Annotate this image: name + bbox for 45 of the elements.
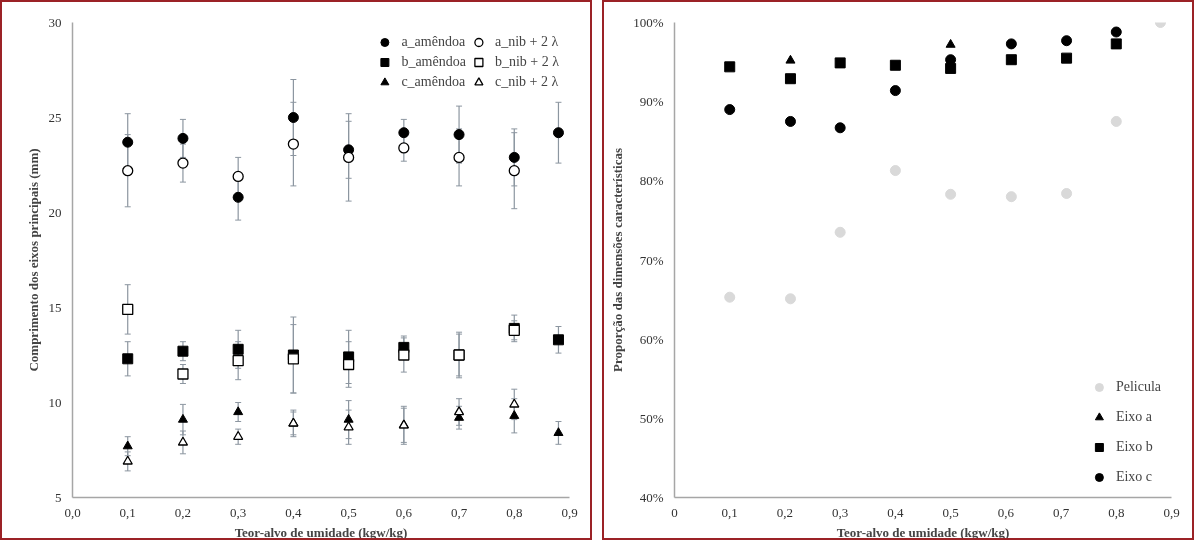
x-tick-label: 0 [671, 504, 678, 520]
legend-label: Eixo c [1115, 469, 1153, 485]
y-axis-title: Proporção das dimensões características [610, 148, 626, 372]
y-tick-label: 60% [639, 331, 664, 347]
y-tick-label: 20 [48, 204, 62, 220]
x-tick-label: 0,5 [340, 504, 357, 520]
y-tick-label: 50% [639, 410, 664, 426]
x-tick-label: 0,9 [561, 504, 578, 520]
y-tick-label: 15 [48, 299, 62, 315]
legend-label: a_amêndoa [401, 34, 466, 50]
y-axis-title: Comprimento dos eixos principais (mm) [25, 148, 41, 372]
x-tick-label: 0,2 [174, 504, 192, 520]
y-tick-label: 5 [55, 489, 62, 505]
x-tick-label: 0,7 [450, 504, 468, 520]
legend-label: c_nib + 2 λ [494, 74, 559, 90]
legend-label: c_amêndoa [401, 74, 466, 90]
x-tick-label: 0,8 [506, 504, 523, 520]
y-tick-label: 90% [639, 94, 664, 110]
x-tick-label: 0,8 [1108, 504, 1125, 520]
y-tick-label: 25 [48, 109, 62, 125]
x-tick-label: 0,3 [832, 504, 849, 520]
x-tick-label: 0,0 [64, 504, 81, 520]
legend-label: b_nib + 2 λ [494, 54, 559, 70]
y-tick-label: 30 [48, 14, 62, 30]
legend-label: b_amêndoa [401, 54, 466, 70]
x-tick-label: 0,4 [285, 504, 303, 520]
y-tick-label: 70% [639, 252, 664, 268]
x-tick-label: 0,7 [1052, 504, 1070, 520]
y-tick-label: 80% [639, 173, 664, 189]
y-tick-label: 40% [639, 490, 664, 505]
x-tick-label: 0,6 [395, 504, 413, 520]
y-tick-label: 100% [633, 15, 664, 30]
legend-label: Pelicula [1115, 379, 1161, 395]
x-tick-label: 0,6 [997, 504, 1015, 520]
x-tick-label: 0,3 [230, 504, 247, 520]
y-tick-label: 10 [48, 394, 62, 410]
x-tick-label: 0,1 [119, 504, 136, 520]
legend-label: a_nib + 2 λ [494, 34, 559, 50]
legend-label: Eixo b [1115, 439, 1153, 455]
x-tick-label: 0,5 [942, 504, 959, 520]
x-tick-label: 0,9 [1163, 504, 1180, 520]
x-tick-label: 0,2 [776, 504, 794, 520]
legend-label: Eixo a [1115, 409, 1153, 425]
x-tick-label: 0,1 [721, 504, 738, 520]
x-tick-label: 0,4 [887, 504, 905, 520]
